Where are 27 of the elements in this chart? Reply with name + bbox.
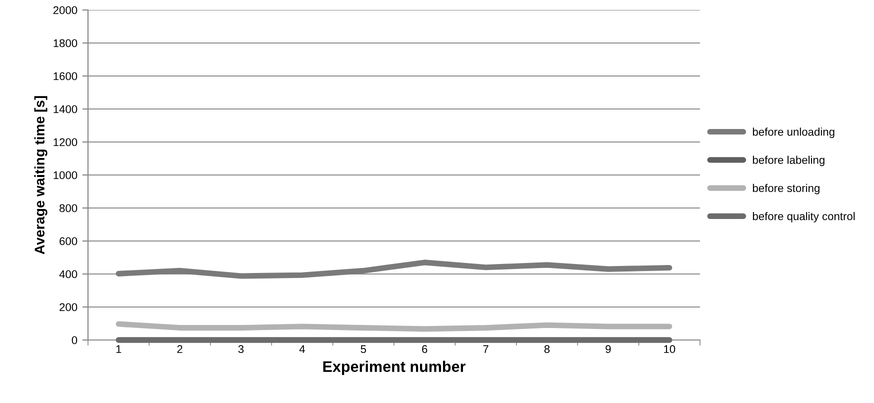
- y-tick-label: 1000: [54, 171, 78, 180]
- x-tick-label: 3: [238, 345, 244, 354]
- y-tick-label: 2000: [53, 6, 78, 14]
- x-tick-label: 1: [116, 345, 122, 353]
- y-tick-label: 400: [59, 270, 78, 278]
- x-tick-label: 10: [664, 345, 676, 354]
- legend-label: before quality control: [752, 212, 855, 222]
- x-tick-label: 6: [422, 345, 428, 354]
- x-tick-label: 2: [177, 345, 182, 353]
- x-tick-label: 9: [606, 345, 611, 354]
- y-axis-title: Average waiting time [s]: [34, 96, 48, 254]
- x-tick-label: 7: [483, 345, 488, 353]
- y-tick-label: 1200: [54, 138, 78, 146]
- x-tick-label: 5: [360, 345, 366, 354]
- legend-label: before labeling: [752, 156, 824, 166]
- y-tick-label: 800: [60, 204, 78, 212]
- y-tick-label: 1600: [54, 72, 78, 80]
- y-tick-label: 600: [60, 237, 78, 246]
- x-tick-label: 4: [299, 345, 305, 353]
- x-tick-label: 8: [544, 345, 550, 354]
- y-tick-label: 200: [60, 303, 78, 312]
- y-tick-label: 1800: [54, 39, 78, 48]
- y-tick-label: 0: [72, 336, 78, 344]
- legend-label: before unloading: [752, 128, 834, 138]
- y-tick-label: 1400: [54, 105, 78, 114]
- legend-label: before storing: [752, 184, 820, 194]
- x-axis-title: Experiment number: [323, 360, 466, 376]
